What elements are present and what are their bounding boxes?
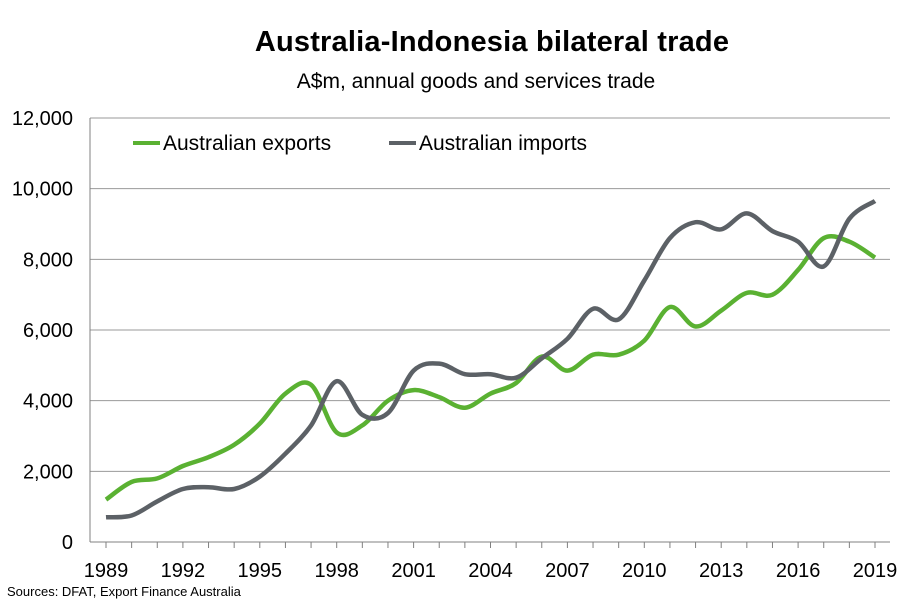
x-tick-label: 1992	[161, 560, 206, 582]
y-tick-label: 2,000	[23, 461, 73, 483]
y-tick-label: 12,000	[12, 108, 73, 130]
y-axis-tick-labels: 0 2,000 4,000 6,000 8,000 10,000 12,000	[12, 108, 73, 554]
y-tick-label: 6,000	[23, 320, 73, 342]
x-tick-label: 2013	[699, 560, 744, 582]
chart-subtitle: A$m, annual goods and services trade	[296, 70, 656, 93]
series-line-imports	[105, 199, 877, 520]
x-tick-label: 1995	[238, 560, 283, 582]
x-tick-label: 2007	[545, 560, 590, 582]
gridlines	[90, 117, 890, 472]
y-tick-label: 0	[62, 532, 73, 554]
y-tick-label: 10,000	[12, 179, 73, 201]
x-tick-label: 1989	[84, 560, 129, 582]
legend-label-imports: Australian imports	[419, 132, 587, 155]
x-tick-label: 2010	[622, 560, 667, 582]
legend-label-exports: Australian exports	[163, 132, 331, 155]
source-note: Sources: DFAT, Export Finance Australia	[7, 584, 241, 599]
x-tick-label: 2019	[853, 560, 898, 582]
x-axis-tick-labels: 1989 1992 1995 1998 2001 2004 2007 2010 2013 2016…	[84, 560, 898, 582]
x-tick-label: 2004	[468, 560, 513, 582]
x-tick-label: 2001	[391, 560, 436, 582]
x-tick-label: 1998	[314, 560, 359, 582]
legend: Australian exports Australian imports	[133, 132, 587, 155]
series-line-exports	[104, 233, 877, 502]
chart-title: Australia-Indonesia bilateral trade	[254, 26, 730, 58]
axes	[89, 118, 890, 548]
y-tick-label: 8,000	[23, 249, 73, 271]
x-tick-label: 2016	[776, 560, 821, 582]
series-lines	[104, 199, 877, 520]
y-tick-label: 4,000	[23, 391, 73, 413]
